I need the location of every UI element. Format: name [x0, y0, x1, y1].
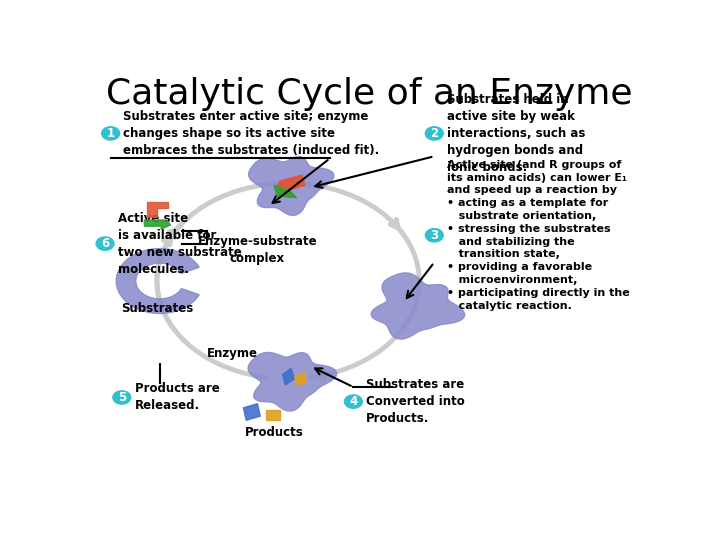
Polygon shape [248, 157, 334, 215]
Circle shape [344, 395, 362, 408]
Text: Active site
is available for
two new substrate
molecules.: Active site is available for two new sub… [118, 212, 242, 275]
Circle shape [102, 127, 120, 140]
Text: 2: 2 [431, 127, 438, 140]
Polygon shape [145, 220, 171, 229]
Polygon shape [248, 353, 337, 411]
Text: Catalytic Cycle of an Enzyme: Catalytic Cycle of an Enzyme [106, 77, 632, 111]
Text: 4: 4 [349, 395, 358, 408]
Text: Enzyme-substrate
complex: Enzyme-substrate complex [197, 235, 318, 265]
Circle shape [113, 391, 131, 404]
Polygon shape [282, 368, 294, 385]
Text: Active site (and R groups of
its amino acids) can lower E₁
and speed up a reacti: Active site (and R groups of its amino a… [447, 160, 630, 310]
Text: 3: 3 [431, 229, 438, 242]
Polygon shape [147, 202, 168, 217]
Polygon shape [294, 373, 306, 385]
Text: Products are
Released.: Products are Released. [135, 382, 220, 413]
Text: Substrates enter active site; enzyme
changes shape so its active site
embraces t: Substrates enter active site; enzyme cha… [124, 110, 379, 157]
Polygon shape [266, 410, 279, 420]
Polygon shape [274, 185, 297, 198]
Polygon shape [277, 175, 305, 190]
Polygon shape [243, 404, 260, 420]
Text: 1: 1 [107, 127, 114, 140]
Text: 5: 5 [117, 391, 126, 404]
Text: Enzyme: Enzyme [207, 347, 258, 360]
Text: 6: 6 [101, 237, 109, 250]
Circle shape [426, 228, 444, 242]
Circle shape [426, 127, 444, 140]
Text: Products: Products [245, 426, 304, 439]
Polygon shape [116, 248, 199, 313]
Polygon shape [372, 273, 464, 339]
Circle shape [96, 237, 114, 250]
Text: Substrates are
Converted into
Products.: Substrates are Converted into Products. [366, 378, 465, 425]
Text: Substrates: Substrates [121, 301, 193, 314]
Text: Substrates held in
active site by weak
interactions, such as
hydrogen bonds and
: Substrates held in active site by weak i… [447, 93, 585, 174]
